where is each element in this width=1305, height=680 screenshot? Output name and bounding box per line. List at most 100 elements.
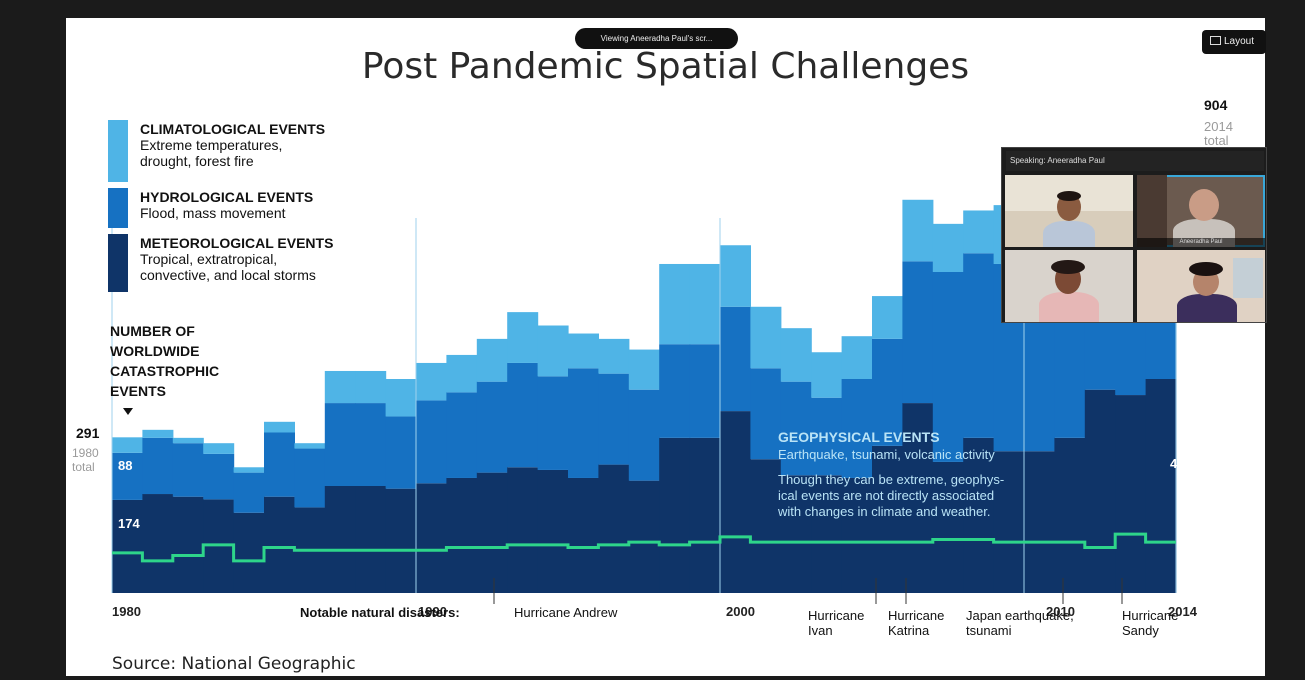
area-segment-climatological-1983 xyxy=(203,443,235,454)
participant-tile-4[interactable] xyxy=(1137,250,1265,322)
area-segment-climatological-2002 xyxy=(780,328,812,382)
area-segment-climatological-1986 xyxy=(294,443,326,449)
area-segment-meteorological-1999 xyxy=(689,437,721,593)
area-segment-climatological-1995 xyxy=(568,333,599,369)
area-segment-meteorological-1990 xyxy=(416,483,447,593)
area-segment-hydrological-1993 xyxy=(507,362,539,468)
area-segment-climatological-1992 xyxy=(476,338,508,382)
area-segment-climatological-1993 xyxy=(507,312,539,363)
layout-button[interactable]: Layout xyxy=(1202,30,1266,54)
area-segment-hydrological-1999 xyxy=(689,344,721,438)
area-segment-hydrological-1990 xyxy=(416,400,447,484)
area-segment-climatological-1990 xyxy=(416,362,447,401)
event-label-2012-0: Hurricane xyxy=(1122,608,1178,623)
area-segment-meteorological-1980 xyxy=(112,499,143,593)
end-total-value: 904 xyxy=(1204,97,1228,113)
screen-share-banner[interactable]: Viewing Aneeradha Paul's scr... xyxy=(575,28,738,49)
area-segment-climatological-2001 xyxy=(750,306,782,369)
event-label-1992-0: Hurricane Andrew xyxy=(514,605,618,620)
area-segment-meteorological-2005 xyxy=(872,445,903,593)
area-segment-hydrological-1988 xyxy=(355,403,387,486)
area-segment-hydrological-2013 xyxy=(1115,309,1147,396)
count-label-line-1: WORLDWIDE xyxy=(110,343,199,359)
participant-tile-3[interactable] xyxy=(1005,250,1133,322)
area-segment-meteorological-2003 xyxy=(811,475,843,593)
event-label-2004-1: Ivan xyxy=(808,623,833,638)
area-segment-meteorological-2014 xyxy=(1145,379,1177,593)
area-segment-meteorological-1995 xyxy=(568,477,599,593)
end-value-climatological: 91 xyxy=(1174,114,1188,129)
area-segment-hydrological-2002 xyxy=(780,381,812,476)
area-segment-hydrological-1991 xyxy=(446,392,478,478)
event-label-2011-0: Japan earthquake, xyxy=(966,608,1074,623)
area-segment-meteorological-2011 xyxy=(1054,437,1086,593)
area-segment-meteorological-2002 xyxy=(780,475,812,593)
area-segment-hydrological-1992 xyxy=(476,381,508,473)
legend-title-0: CLIMATOLOGICAL EVENTS xyxy=(140,121,325,137)
area-segment-hydrological-1987 xyxy=(324,403,356,486)
area-segment-meteorological-1982 xyxy=(172,496,204,593)
area-segment-hydrological-2007 xyxy=(932,272,964,462)
presentation-slide: Post Pandemic Spatial Challenges 1980 199… xyxy=(66,18,1265,676)
x-tick-label-1980: 1980 xyxy=(112,604,141,619)
down-arrow-icon xyxy=(123,408,133,415)
area-segment-hydrological-2000 xyxy=(720,306,751,412)
start-total-caption-0: 1980 xyxy=(72,446,99,460)
area-segment-climatological-1980 xyxy=(112,437,143,453)
area-segment-meteorological-2004 xyxy=(841,477,873,593)
event-label-2005-0: Hurricane xyxy=(888,608,944,623)
area-segment-climatological-1999 xyxy=(689,263,721,345)
slide-title: Post Pandemic Spatial Challenges xyxy=(361,46,970,87)
start-value-climatological: 29 xyxy=(118,424,132,439)
area-segment-hydrological-1995 xyxy=(568,368,599,478)
legend-desc-2-0: Tropical, extratropical, xyxy=(140,251,277,267)
area-segment-meteorological-2007 xyxy=(932,461,964,593)
event-label-2012-1: Sandy xyxy=(1122,623,1159,638)
event-label-2004-0: Hurricane xyxy=(808,608,864,623)
area-segment-climatological-1987 xyxy=(324,370,356,404)
area-segment-climatological-2006 xyxy=(902,199,934,262)
area-segment-meteorological-1997 xyxy=(628,480,660,593)
area-segment-climatological-1997 xyxy=(628,349,660,390)
area-segment-climatological-2007 xyxy=(932,223,964,272)
legend-desc-2-1: convective, and local storms xyxy=(140,267,316,283)
legend-desc-0-0: Extreme temperatures, xyxy=(140,137,282,153)
area-segment-meteorological-1987 xyxy=(324,486,356,593)
area-segment-meteorological-1991 xyxy=(446,477,478,593)
geophysical-note-line-1: ical events are not directly associated xyxy=(778,488,994,503)
geophysical-title: GEOPHYSICAL EVENTS xyxy=(778,429,940,445)
event-label-2005-1: Katrina xyxy=(888,623,930,638)
geophysical-series-line xyxy=(112,532,1176,563)
start-value-hydrological: 88 xyxy=(118,458,132,473)
area-segment-climatological-2008 xyxy=(963,210,995,254)
geophysical-subtitle: Earthquake, tsunami, volcanic activity xyxy=(778,447,995,462)
area-segment-climatological-2004 xyxy=(841,336,873,379)
area-segment-hydrological-2004 xyxy=(841,379,873,478)
count-label-line-2: CATASTROPHIC xyxy=(110,363,219,379)
area-segment-hydrological-1998 xyxy=(659,344,691,438)
geophysical-note-line-2: with changes in climate and weather. xyxy=(777,504,990,519)
area-segment-hydrological-1996 xyxy=(598,373,630,465)
area-segment-climatological-1985 xyxy=(264,421,295,433)
area-segment-meteorological-1984 xyxy=(233,512,265,593)
area-segment-meteorological-1998 xyxy=(659,437,691,593)
area-segment-meteorological-1992 xyxy=(476,472,508,593)
area-segment-meteorological-1994 xyxy=(537,469,569,593)
area-segment-climatological-1991 xyxy=(446,354,478,393)
area-segment-meteorological-2012 xyxy=(1084,389,1116,593)
legend-swatch-2 xyxy=(108,234,128,292)
x-tick-label-2010: 2010 xyxy=(1046,604,1075,619)
participant-tile-2[interactable]: Aneeradha Paul xyxy=(1137,175,1265,247)
area-segment-meteorological-2009 xyxy=(993,451,1025,593)
start-total-caption-1: total xyxy=(72,460,95,474)
area-segment-climatological-2000 xyxy=(720,245,751,307)
participant-panel[interactable]: Speaking: Aneeradha Paul Aneeradha Paul xyxy=(1001,147,1267,323)
area-segment-hydrological-1984 xyxy=(233,472,265,513)
area-segment-climatological-1998 xyxy=(659,263,691,345)
area-segment-meteorological-1988 xyxy=(355,486,387,593)
end-total-caption-0: 2014 xyxy=(1204,119,1233,134)
participant-tile-1[interactable] xyxy=(1005,175,1133,247)
stacked-area-chart: 1980 1990 2000 2010 2014 CLIMATOLOGICAL EVENT… xyxy=(72,97,1233,638)
participant-name-label: Aneeradha Paul xyxy=(1137,238,1265,247)
area-segment-climatological-1981 xyxy=(142,429,174,438)
